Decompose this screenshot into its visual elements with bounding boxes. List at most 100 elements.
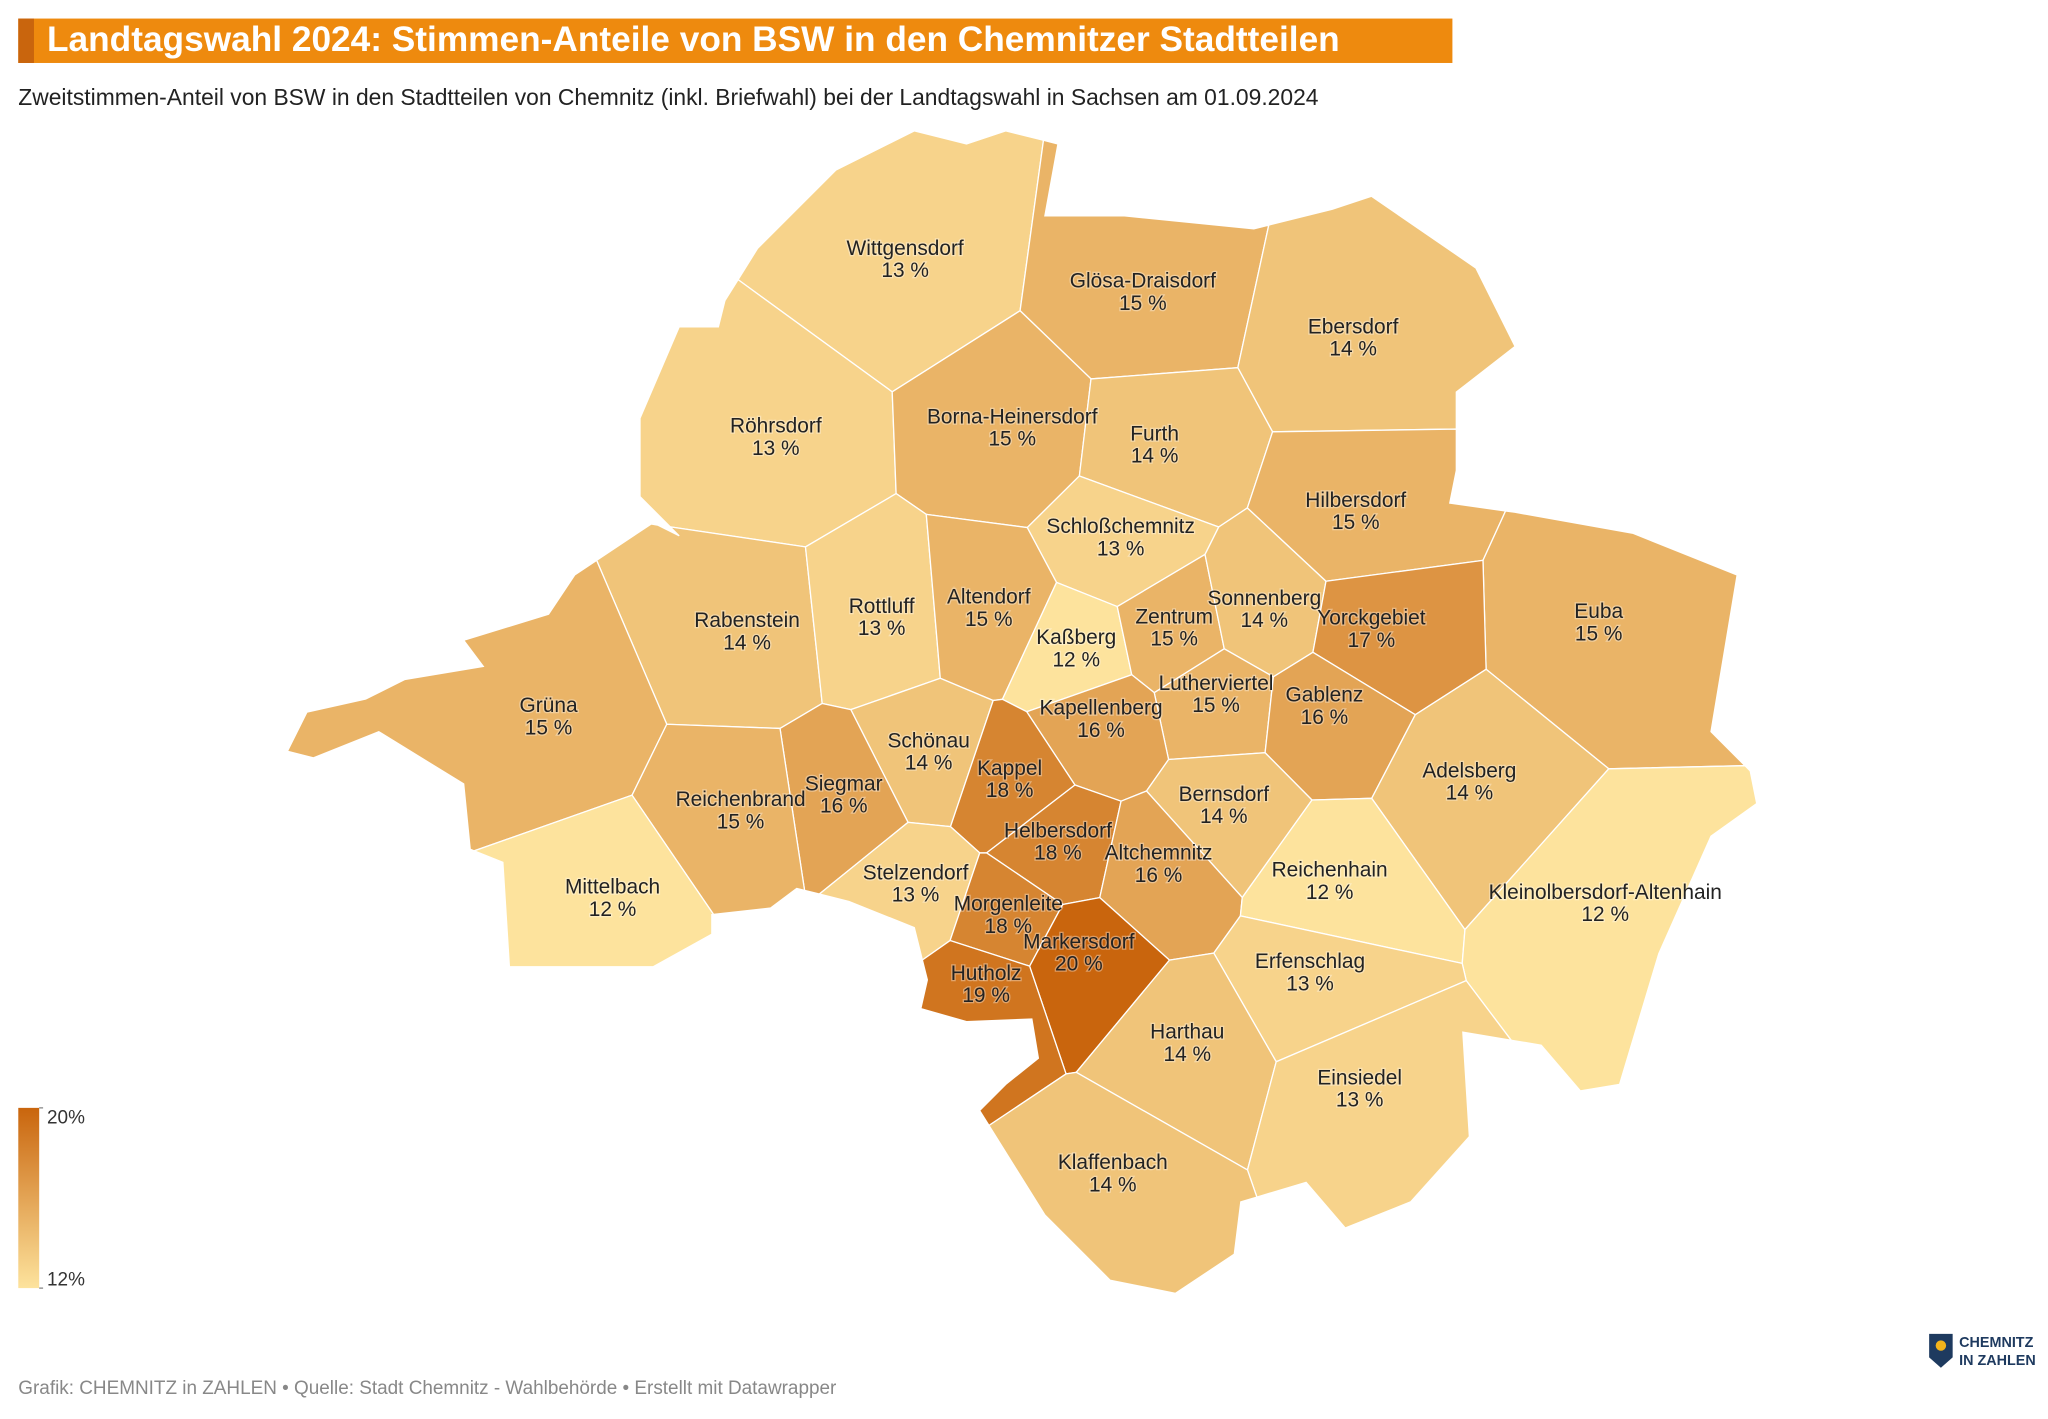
chart-title: Landtagswahl 2024: Stimmen-Anteile von B…	[47, 20, 1340, 59]
district-name: Borna-Heinersdorf	[927, 405, 1098, 428]
district-value: 13 %	[858, 617, 906, 640]
district-value: 19 %	[962, 984, 1010, 1007]
district-value: 15 %	[965, 608, 1013, 631]
district-value: 14 %	[1131, 445, 1179, 468]
district-name: Rabenstein	[694, 609, 800, 632]
district-value: 13 %	[752, 437, 800, 460]
district-value: 13 %	[881, 259, 929, 282]
district-value: 14 %	[905, 752, 953, 775]
district-value: 14 %	[1089, 1173, 1137, 1196]
district	[988, 1071, 1258, 1295]
logo-text: IN ZAHLEN	[1959, 1353, 2036, 1369]
district-value: 18 %	[986, 779, 1034, 802]
district-value: 14 %	[1241, 609, 1289, 632]
district-value: 14 %	[1200, 805, 1248, 828]
district-name: Kappel	[977, 757, 1042, 780]
district	[286, 559, 668, 852]
district-value: 18 %	[1034, 842, 1082, 865]
district-name: Reichenbrand	[676, 788, 806, 811]
district-value: 16 %	[1301, 706, 1349, 729]
district-value: 18 %	[985, 915, 1033, 938]
district-name: Sonnenberg	[1207, 587, 1321, 610]
district-name: Rottluff	[849, 595, 915, 618]
logo: CHEMNITZ IN ZAHLEN	[1929, 1333, 2036, 1369]
district-name: Altendorf	[947, 586, 1031, 609]
district-value: 14 %	[723, 631, 771, 654]
district-name: Kleinolbersdorf-Altenhain	[1489, 881, 1722, 904]
district-name: Adelsberg	[1422, 759, 1516, 782]
district-name: Erfenschlag	[1255, 950, 1365, 973]
district-name: Zentrum	[1135, 605, 1213, 628]
district-name: Klaffenbach	[1058, 1151, 1168, 1174]
district-value: 15 %	[988, 428, 1036, 451]
district-value: 13 %	[1097, 537, 1145, 560]
district-name: Ebersdorf	[1308, 315, 1399, 338]
district	[472, 794, 715, 968]
district	[1461, 765, 1758, 1092]
district	[1237, 195, 1516, 433]
district-value: 16 %	[820, 795, 868, 818]
color-scale	[18, 1107, 40, 1289]
district-name: Gablenz	[1286, 684, 1364, 707]
district	[1246, 979, 1513, 1229]
district-value: 16 %	[1077, 719, 1125, 742]
color-tick-label: 12%	[47, 1270, 85, 1291]
district-name: Markersdorf	[1023, 931, 1135, 954]
district-value: 15 %	[1192, 694, 1240, 717]
district-value: 12 %	[1581, 903, 1629, 926]
district-value: 12 %	[589, 898, 637, 921]
district-value: 15 %	[1119, 292, 1167, 315]
district-value: 15 %	[717, 810, 765, 833]
district-name: Hutholz	[951, 962, 1022, 985]
district-name: Mittelbach	[565, 876, 660, 899]
district-value: 20 %	[1055, 953, 1103, 976]
district-name: Hilbersdorf	[1305, 489, 1406, 512]
district-name: Furth	[1130, 422, 1179, 445]
district-value: 16 %	[1135, 864, 1183, 887]
district-name: Harthau	[1150, 1021, 1224, 1044]
district-value: 17 %	[1348, 629, 1396, 652]
district-name: Bernsdorf	[1179, 783, 1270, 806]
district-value: 13 %	[892, 884, 940, 907]
district-value: 14 %	[1329, 338, 1377, 361]
district	[920, 939, 1067, 1127]
district-value: 15 %	[1332, 511, 1380, 534]
district-name: Wittgensdorf	[847, 237, 964, 260]
chart-subtitle: Zweitstimmen-Anteil von BSW in den Stadt…	[18, 84, 1319, 110]
district-name: Grüna	[520, 694, 578, 717]
district-name: Kaßberg	[1036, 626, 1116, 649]
source-note: Grafik: CHEMNITZ in ZAHLEN • Quelle: Sta…	[18, 1378, 836, 1399]
district-name: Morgenleite	[954, 893, 1063, 916]
district-name: Altchemnitz	[1105, 842, 1213, 865]
district-name: Helbersdorf	[1004, 820, 1112, 843]
district-name: Lutherviertel	[1159, 672, 1274, 695]
districts	[286, 130, 1758, 1295]
district-value: 15 %	[1575, 622, 1623, 645]
district-name: Stelzendorf	[863, 861, 969, 884]
district-value: 13 %	[1336, 1089, 1384, 1112]
district-value: 15 %	[525, 716, 573, 739]
title-background	[18, 18, 1453, 63]
district-value: 14 %	[1446, 782, 1494, 805]
district-name: Kapellenberg	[1040, 697, 1163, 720]
district-name: Einsiedel	[1317, 1066, 1402, 1089]
district-name: Euba	[1574, 600, 1623, 623]
district-value: 15 %	[1150, 628, 1198, 651]
district-value: 12 %	[1052, 648, 1100, 671]
district-name: Reichenhain	[1272, 859, 1388, 882]
district-value: 14 %	[1163, 1043, 1211, 1066]
logo-icon-dot	[1935, 1340, 1947, 1351]
district-name: Schloßchemnitz	[1046, 515, 1195, 538]
title-accent	[18, 18, 34, 63]
district-name: Siegmar	[805, 772, 883, 795]
district	[1019, 139, 1270, 380]
district-value: 12 %	[1306, 881, 1354, 904]
color-tick-label: 20%	[47, 1108, 85, 1129]
district-name: Yorckgebiet	[1317, 607, 1426, 630]
legend: 20% 12%	[18, 1107, 85, 1291]
district-name: Glösa-Draisdorf	[1070, 270, 1216, 293]
district-name: Röhrsdorf	[730, 415, 822, 438]
